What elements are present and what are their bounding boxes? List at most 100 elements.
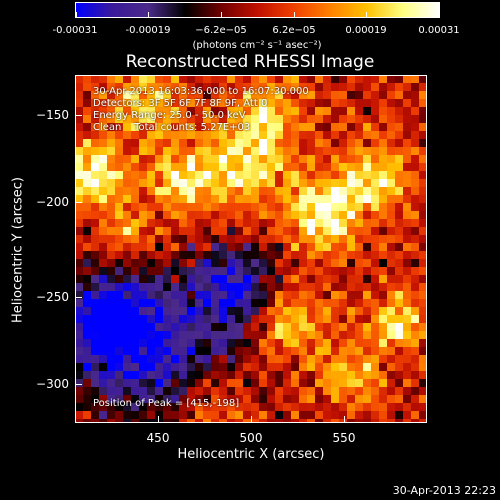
heatmap-cell — [355, 235, 364, 244]
y-tick — [76, 202, 82, 203]
heatmap-cell — [115, 179, 124, 188]
heatmap-cell — [403, 291, 412, 300]
heatmap-cell — [211, 363, 220, 372]
heatmap-cell — [283, 235, 292, 244]
heatmap-cell — [267, 243, 276, 252]
heatmap-cell — [187, 91, 196, 100]
heatmap-cell — [107, 275, 116, 284]
heatmap-cell — [307, 227, 316, 236]
heatmap-cell — [131, 323, 140, 332]
heatmap-cell — [387, 403, 396, 412]
heatmap-cell — [203, 363, 212, 372]
heatmap-cell — [379, 283, 388, 292]
heatmap-cell — [115, 139, 124, 148]
heatmap-cell — [379, 363, 388, 372]
heatmap-cell — [307, 299, 316, 308]
heatmap-cell — [283, 115, 292, 124]
heatmap-cell — [251, 403, 260, 412]
heatmap-cell — [99, 291, 108, 300]
heatmap-cell — [91, 411, 100, 420]
heatmap-cell — [395, 131, 404, 140]
heatmap-cell — [267, 147, 276, 156]
heatmap-cell — [299, 227, 308, 236]
heatmap-cell — [219, 347, 228, 356]
heatmap-cell — [299, 251, 308, 260]
heatmap-cell — [307, 347, 316, 356]
heatmap-cell — [291, 91, 300, 100]
heatmap-cell — [363, 291, 372, 300]
heatmap-cell — [203, 219, 212, 228]
heatmap-cell — [171, 267, 180, 276]
heatmap-cell — [219, 355, 228, 364]
heatmap-cell — [83, 363, 92, 372]
heatmap-cell — [291, 187, 300, 196]
heatmap-cell — [331, 411, 340, 420]
heatmap-cell — [387, 243, 396, 252]
heatmap-cell — [259, 379, 268, 388]
heatmap-cell — [347, 267, 356, 276]
heatmap-cell — [387, 131, 396, 140]
heatmap-cell — [283, 219, 292, 228]
heatmap-cell — [179, 243, 188, 252]
heatmap-cell — [203, 315, 212, 324]
heatmap-cell — [299, 139, 308, 148]
heatmap-cell — [355, 267, 364, 276]
heatmap-cell — [419, 267, 427, 276]
heatmap-cell — [419, 99, 427, 108]
heatmap-cell — [259, 83, 268, 92]
heatmap-cell — [307, 187, 316, 196]
heatmap-cell — [275, 323, 284, 332]
heatmap-cell — [403, 203, 412, 212]
heatmap-cell — [235, 315, 244, 324]
heatmap-cell — [315, 411, 324, 420]
heatmap-cell — [347, 347, 356, 356]
heatmap-cell — [83, 227, 92, 236]
heatmap-cell — [123, 91, 132, 100]
heatmap-cell — [267, 155, 276, 164]
heatmap-cell — [115, 259, 124, 268]
heatmap-cell — [211, 155, 220, 164]
heatmap-cell — [139, 131, 148, 140]
heatmap-cell — [227, 131, 236, 140]
heatmap-cell — [363, 179, 372, 188]
heatmap-cell — [283, 171, 292, 180]
heatmap-cell — [75, 171, 84, 180]
heatmap-cell — [147, 267, 156, 276]
heatmap-cell — [235, 267, 244, 276]
heatmap-cell — [299, 403, 308, 412]
heatmap-cell — [123, 259, 132, 268]
heatmap-cell — [219, 99, 228, 108]
heatmap-cell — [267, 275, 276, 284]
heatmap-cell — [75, 147, 84, 156]
heatmap-cell — [379, 355, 388, 364]
heatmap-cell — [291, 339, 300, 348]
heatmap-cell — [275, 355, 284, 364]
heatmap-cell — [187, 139, 196, 148]
heatmap-cell — [91, 363, 100, 372]
heatmap-cell — [267, 187, 276, 196]
heatmap-cell — [291, 291, 300, 300]
heatmap-cell — [419, 387, 427, 396]
heatmap-cell — [259, 203, 268, 212]
heatmap-cell — [387, 419, 396, 423]
heatmap-cell — [403, 363, 412, 372]
heatmap-cell — [315, 115, 324, 124]
heatmap-cell — [147, 83, 156, 92]
heatmap-cell — [91, 323, 100, 332]
heatmap-cell — [331, 123, 340, 132]
heatmap-cell — [195, 155, 204, 164]
heatmap-cell — [75, 195, 84, 204]
heatmap-cell — [379, 115, 388, 124]
heatmap-cell — [139, 379, 148, 388]
heatmap-cell — [331, 131, 340, 140]
heatmap-cell — [275, 83, 284, 92]
heatmap-cell — [91, 307, 100, 316]
heatmap-cell — [243, 283, 252, 292]
heatmap-cell — [115, 251, 124, 260]
heatmap-cell — [107, 267, 116, 276]
heatmap-cell — [371, 211, 380, 220]
heatmap-cell — [147, 251, 156, 260]
heatmap-cell — [179, 83, 188, 92]
heatmap-cell — [115, 363, 124, 372]
heatmap-cell — [107, 363, 116, 372]
